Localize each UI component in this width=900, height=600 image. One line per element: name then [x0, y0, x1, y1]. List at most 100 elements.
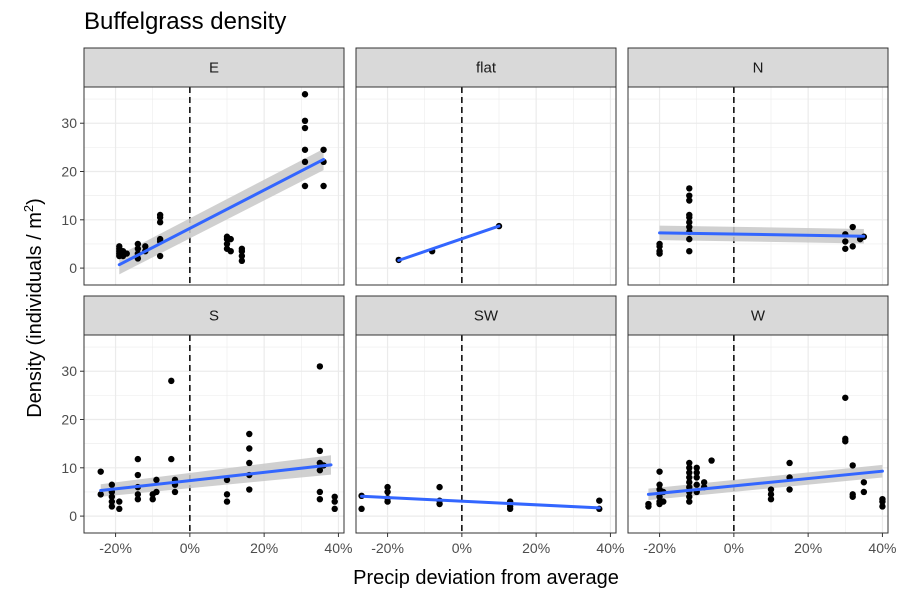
data-point	[656, 247, 663, 255]
data-point	[223, 240, 231, 248]
x-tick-label: -20%	[643, 540, 676, 556]
data-point	[301, 182, 309, 190]
data-point	[223, 491, 231, 498]
panel-E: E 0 10 20 30	[61, 47, 345, 286]
data-point	[656, 240, 663, 248]
data-point	[116, 505, 123, 513]
data-point	[320, 182, 327, 190]
data-point	[153, 488, 160, 496]
panel-border-SW	[355, 334, 617, 534]
data-point	[108, 498, 116, 505]
y-axis-title-close: )	[24, 198, 46, 205]
data-point	[238, 245, 246, 252]
y-tick-label: 20	[61, 412, 77, 428]
data-point	[246, 459, 253, 467]
x-tick-label: 0%	[452, 540, 472, 556]
data-point	[316, 488, 324, 496]
data-point	[134, 245, 142, 252]
strip-label-N: N	[753, 60, 764, 77]
data-point	[301, 146, 309, 153]
data-point	[246, 445, 253, 452]
fit-line-S	[99, 463, 333, 493]
facet-panels: E 0 10 20 30 flat N S 0 10 20 30 -20% 0% 20% 40% SW -20% 0…	[61, 47, 896, 556]
x-tick-label: 40%	[596, 540, 624, 556]
data-point	[134, 495, 142, 503]
data-point	[436, 483, 443, 491]
panel-border-E	[83, 86, 345, 286]
data-point	[223, 476, 231, 484]
panel-W: W -20% 0% 20% 40%	[627, 295, 896, 556]
data-point	[227, 247, 234, 255]
data-point	[849, 223, 856, 231]
data-point	[97, 468, 104, 475]
data-point	[134, 471, 142, 479]
fit-line-N	[658, 231, 866, 238]
strip-label-SW: SW	[474, 308, 499, 325]
data-point	[686, 479, 693, 486]
data-point	[656, 493, 663, 500]
data-point	[700, 479, 708, 486]
data-point	[842, 394, 849, 401]
data-point	[786, 486, 793, 493]
x-tick-label: 20%	[794, 540, 822, 556]
x-tick-label: -20%	[99, 540, 132, 556]
data-point	[156, 235, 164, 243]
fit-line-SW	[360, 494, 601, 510]
data-point	[168, 455, 175, 463]
data-point	[849, 491, 856, 498]
data-point	[227, 235, 234, 243]
data-point	[301, 124, 309, 132]
data-point	[693, 464, 700, 472]
data-point	[108, 493, 116, 500]
strip-label-E: E	[209, 60, 219, 77]
strip-flat	[355, 47, 617, 88]
fit-line-E	[117, 157, 326, 267]
data-point	[879, 503, 886, 510]
data-point	[108, 503, 116, 510]
data-point	[849, 462, 856, 469]
data-point	[134, 240, 142, 248]
strip-W	[627, 295, 889, 336]
y-tick-label: 10	[61, 212, 77, 228]
data-point	[108, 481, 116, 488]
data-point	[686, 247, 693, 255]
data-point	[767, 491, 775, 498]
data-point	[660, 498, 667, 505]
fit-line-flat	[397, 224, 501, 262]
data-point	[767, 486, 775, 493]
confidence-band-S	[100, 455, 331, 497]
y-tick-label: 30	[61, 363, 77, 379]
y-axis-title-superscript: 2	[21, 205, 36, 212]
data-point	[142, 243, 149, 250]
data-point	[384, 488, 391, 496]
data-point	[686, 235, 693, 243]
data-point	[171, 488, 179, 496]
data-point	[116, 243, 123, 250]
data-point	[153, 476, 160, 484]
data-point	[316, 495, 324, 503]
data-point	[156, 219, 164, 226]
data-point	[116, 498, 123, 505]
data-point	[316, 447, 324, 455]
data-point	[168, 377, 175, 385]
data-point	[316, 363, 324, 370]
panel-flat: flat	[355, 47, 617, 286]
grid-flat	[356, 87, 616, 285]
panel-SW: SW -20% 0% 20% 40%	[355, 295, 624, 556]
data-point	[97, 491, 104, 498]
data-point	[331, 493, 338, 500]
x-tick-label: -20%	[371, 540, 404, 556]
data-point	[686, 469, 693, 476]
y-tick-label: 30	[61, 115, 77, 131]
data-point	[238, 257, 246, 265]
data-point	[316, 467, 324, 474]
panel-N: N	[627, 47, 889, 286]
data-point	[656, 481, 663, 488]
strip-label-S: S	[209, 308, 219, 325]
data-point	[686, 493, 693, 500]
data-point	[708, 457, 715, 464]
strip-S	[83, 295, 345, 336]
panel-border-S	[83, 334, 345, 534]
data-point	[320, 146, 327, 153]
data-point	[686, 197, 693, 204]
